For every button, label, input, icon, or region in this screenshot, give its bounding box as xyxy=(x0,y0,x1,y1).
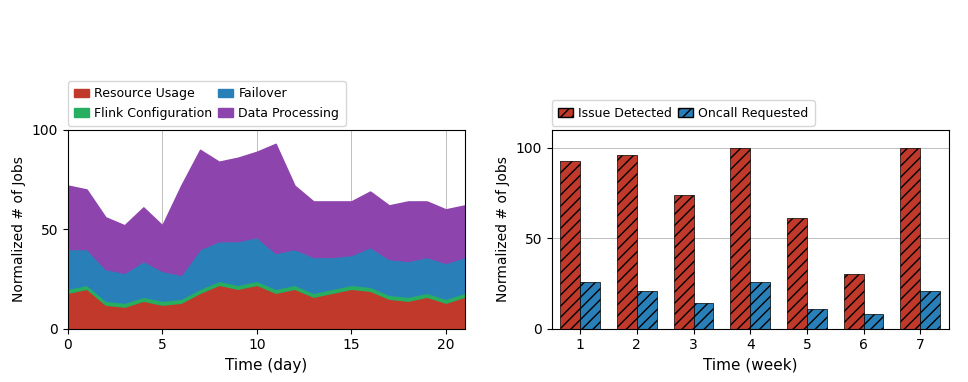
Bar xyxy=(750,282,771,329)
Bar xyxy=(731,148,750,329)
Y-axis label: Normalized # of Jobs: Normalized # of Jobs xyxy=(13,156,26,302)
Bar xyxy=(617,155,637,329)
Bar xyxy=(580,282,600,329)
X-axis label: Time (day): Time (day) xyxy=(226,358,307,373)
Bar xyxy=(863,314,884,329)
Bar xyxy=(921,291,940,329)
Bar xyxy=(637,291,656,329)
X-axis label: Time (week): Time (week) xyxy=(703,358,798,373)
Bar xyxy=(807,309,827,329)
Bar xyxy=(560,160,580,329)
Y-axis label: Normalized # of Jobs: Normalized # of Jobs xyxy=(497,156,510,302)
Bar xyxy=(787,219,807,329)
Bar xyxy=(844,274,863,329)
Bar xyxy=(693,303,713,329)
Legend: Resource Usage, Flink Configuration, Failover, Data Processing: Resource Usage, Flink Configuration, Fai… xyxy=(68,81,346,126)
Bar xyxy=(674,195,693,329)
Legend: Issue Detected, Oncall Requested: Issue Detected, Oncall Requested xyxy=(552,100,815,126)
Bar xyxy=(900,148,921,329)
